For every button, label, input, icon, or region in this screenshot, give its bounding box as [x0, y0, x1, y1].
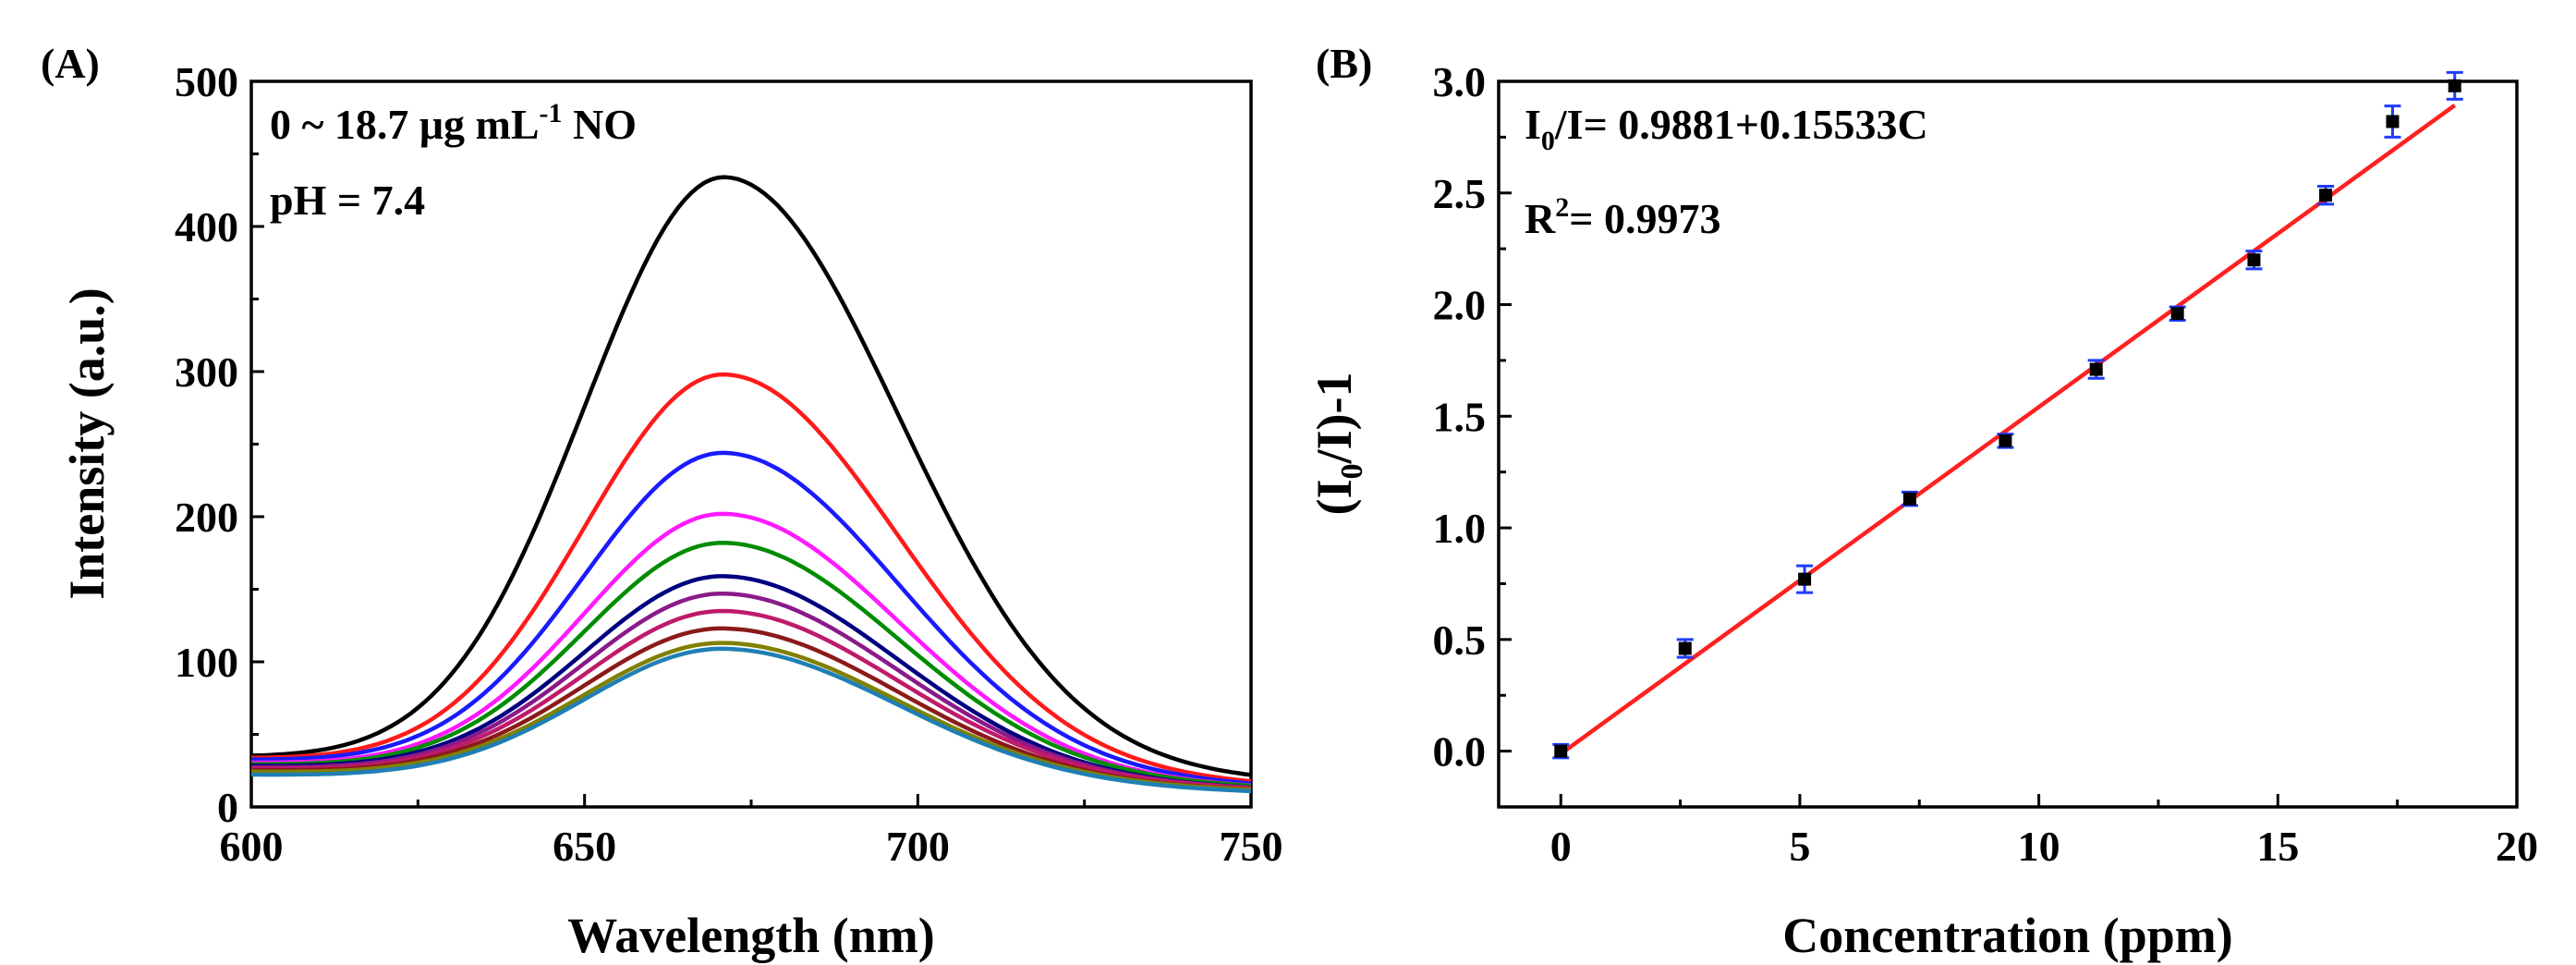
- data-point: [1796, 564, 1814, 594]
- data-point-marker: [2170, 307, 2184, 321]
- data-point-marker: [1554, 744, 1568, 758]
- panel-a-annotation-concentration-main: 0 ~ 18.7 μg mL: [270, 101, 540, 148]
- panel-b-points: [1552, 70, 2463, 760]
- panel-b-y-tick-label: 1.5: [1433, 393, 1487, 440]
- panel-b-y-tick-label: 0.0: [1433, 728, 1487, 776]
- panel-b-annotation-equation-subscript: 0: [1541, 126, 1555, 156]
- panel-a-y-tick-label: 400: [175, 203, 238, 250]
- panel-a: (A) 600 650 700 750 0 100 200 300 400 500 Wavele…: [41, 40, 1283, 963]
- panel-a-annotation-concentration-suffix: NO: [563, 101, 638, 148]
- panel-a-x-tick-label: 650: [553, 823, 616, 870]
- panel-b-y-tick-label: 0.5: [1433, 617, 1487, 664]
- panel-b-annotation-r2-superscript: 2: [1555, 192, 1569, 223]
- data-point: [1997, 433, 2014, 449]
- data-point: [2446, 70, 2463, 101]
- panel-b-annotation-r2-rest: = 0.9973: [1569, 195, 1720, 242]
- spectrum-curve-2: [250, 372, 1252, 784]
- data-point: [2384, 104, 2401, 139]
- panel-a-x-axis-label: Wavelength (nm): [567, 908, 935, 963]
- linear-fit-line: [1559, 104, 2457, 756]
- panel-b-annotation-equation: I0/I= 0.9881+0.15533C: [1525, 101, 1928, 156]
- panel-a-y-ticks: 0 100 200 300 400 500: [175, 58, 264, 831]
- panel-b-x-tick-label: 0: [1550, 823, 1572, 870]
- panel-a-annotation-ph: pH = 7.4: [270, 177, 425, 224]
- panel-a-x-tick-label: 750: [1220, 823, 1283, 870]
- data-point-marker: [1999, 434, 2012, 447]
- panel-a-y-tick-label: 200: [175, 494, 238, 541]
- panel-a-y-tick-label: 100: [175, 639, 238, 686]
- panel-a-x-tick-label: 600: [220, 823, 284, 870]
- data-point-marker: [1902, 492, 1916, 506]
- spectrum-curve-8: [251, 608, 1252, 790]
- data-point-marker: [2089, 362, 2103, 376]
- panel-b-x-tick-label: 5: [1789, 823, 1810, 870]
- data-point: [2169, 305, 2186, 322]
- data-point-marker: [2386, 115, 2400, 128]
- data-point: [2087, 359, 2105, 380]
- panel-b-x-ticks: 0 5 10 15 20: [1550, 794, 2538, 870]
- data-point: [2245, 250, 2263, 271]
- data-point-marker: [1798, 572, 1812, 586]
- panel-b-x-tick-label: 20: [2496, 823, 2538, 870]
- spectrum-curve-5: [250, 541, 1252, 788]
- panel-b: (B) 0 5 10 15 20 0.00.51.01.52.02.53.0 Conce…: [1306, 40, 2538, 963]
- panel-a-curves: [250, 175, 1252, 794]
- spectrum-curve-1: [250, 175, 1252, 777]
- data-point-marker: [2448, 79, 2461, 92]
- data-point-marker: [2247, 253, 2261, 267]
- data-point-marker: [2319, 189, 2333, 202]
- data-point-marker: [1678, 641, 1692, 655]
- panel-a-annotation-concentration-superscript: -1: [540, 98, 563, 128]
- panel-b-label: (B): [1316, 40, 1372, 87]
- data-point: [2317, 185, 2335, 206]
- panel-b-y-tick-label: 1.0: [1433, 505, 1487, 552]
- panel-b-plot-frame: [1497, 79, 2519, 809]
- data-point: [1552, 742, 1570, 760]
- panel-b-fit-layer: [1559, 104, 2457, 756]
- panel-b-annotation-equation-rest: /I= 0.9881+0.15533C: [1554, 101, 1928, 148]
- spectrum-curve-7: [251, 591, 1252, 790]
- spectrum-curve-10: [250, 641, 1252, 792]
- spectrum-curve-3: [251, 450, 1252, 786]
- panel-a-label: (A): [41, 40, 100, 87]
- data-point: [1676, 638, 1694, 659]
- panel-a-y-axis-label: Intensity (a.u.): [59, 287, 115, 600]
- panel-b-y-axis-label-subscript: 0: [1335, 463, 1369, 479]
- panel-b-y-axis-label-rest: /I)-1: [1306, 373, 1362, 465]
- panel-b-x-tick-label: 10: [2018, 823, 2060, 870]
- panel-a-annotation-concentration: 0 ~ 18.7 μg mL-1 NO: [270, 98, 637, 148]
- panel-b-y-axis-label: (I0/I)-1: [1306, 373, 1369, 516]
- panel-b-y-tick-label: 2.0: [1433, 282, 1487, 329]
- panel-a-y-tick-label: 300: [175, 348, 238, 396]
- panel-b-x-tick-label: 15: [2256, 823, 2299, 870]
- spectrum-curve-11: [251, 646, 1252, 794]
- panel-b-y-ticks: 0.0 0.5 1.0 1.5 2.0 2.5 3.0: [1433, 58, 1512, 776]
- panel-b-x-axis-label: Concentration (ppm): [1782, 908, 2232, 963]
- data-point: [1901, 490, 1918, 507]
- panel-a-y-tick-label: 0: [217, 784, 238, 831]
- panel-b-y-tick-label: 3.0: [1433, 58, 1487, 105]
- panel-b-annotation-equation-main: I: [1525, 101, 1541, 148]
- panel-b-annotation-r2-main: R: [1525, 195, 1556, 242]
- panel-b-annotation-r2: R2= 0.9973: [1525, 192, 1720, 242]
- panel-a-y-tick-label: 500: [175, 58, 238, 105]
- panel-a-x-tick-label: 700: [886, 823, 950, 870]
- spectrum-curve-6: [250, 574, 1252, 790]
- panel-b-y-tick-label: 2.5: [1433, 170, 1487, 217]
- spectrum-curve-4: [251, 511, 1252, 788]
- panel-a-x-ticks: 600 650 700 750: [220, 794, 1283, 870]
